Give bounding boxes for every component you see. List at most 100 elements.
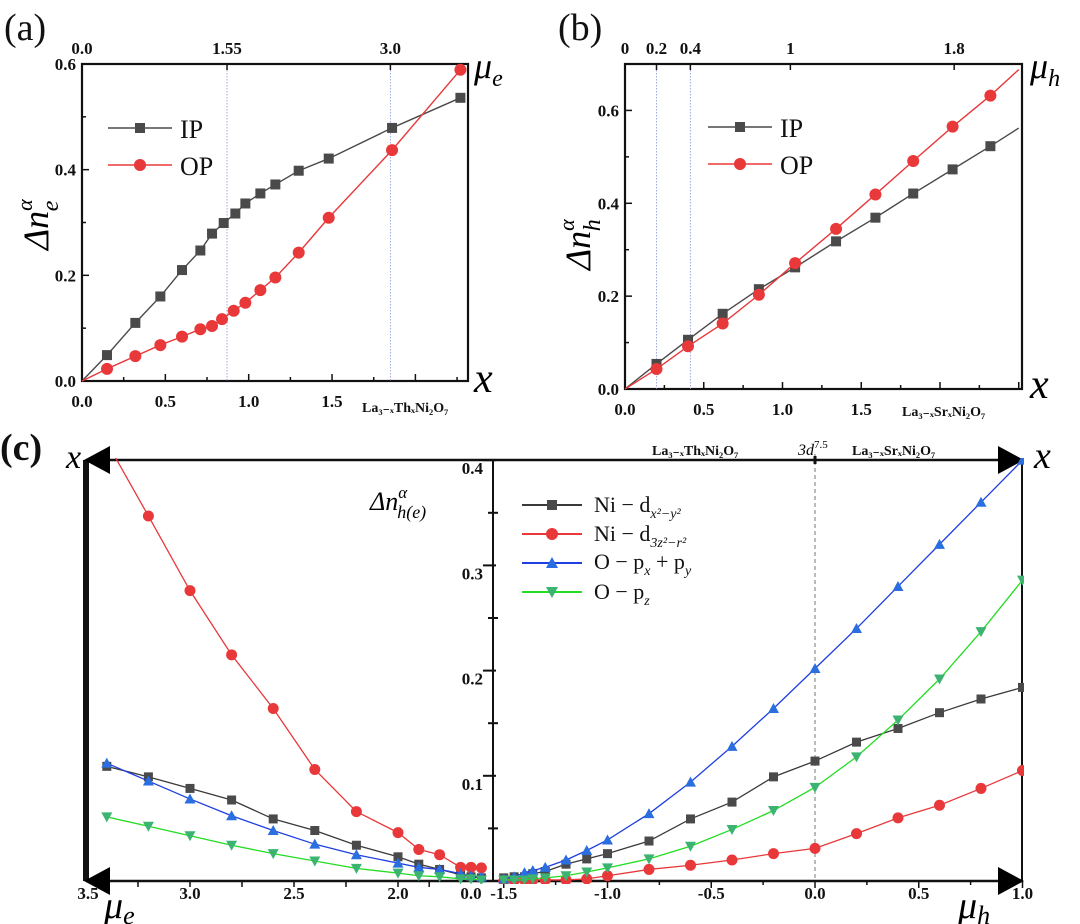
data-point-mu-e <box>434 849 446 861</box>
legend-item-OP: OP <box>108 152 213 181</box>
data-point-IP <box>947 164 958 175</box>
data-point-IP <box>195 245 206 256</box>
data-point-mu-h <box>582 854 592 864</box>
y-axis-label-c: Δnα h(e) <box>369 483 426 523</box>
data-point-IP <box>130 317 141 328</box>
y-tick-label: 0.2 <box>598 287 619 306</box>
data-point-mu-e <box>184 585 196 597</box>
data-point-mu-h <box>643 808 655 819</box>
top-tick-label: 0.2 <box>646 39 667 58</box>
panel-label-c: (c) <box>0 427 42 469</box>
legend-item-pz: O − pz <box>594 579 650 609</box>
y-tick-label: 0.4 <box>598 194 620 213</box>
data-point-OP <box>269 271 282 284</box>
data-point-mu-h <box>851 752 862 763</box>
data-point-IP <box>270 179 281 190</box>
data-point-mu-e <box>434 872 446 883</box>
data-point-OP <box>176 330 189 343</box>
data-point-mu-e <box>267 849 279 860</box>
series-line-mu-h <box>503 686 1023 879</box>
y-axis-label-b: Δnαh <box>554 219 606 272</box>
plot-frame <box>80 62 470 383</box>
x-tick-label: 1.5 <box>321 392 342 411</box>
data-point-mu-h <box>934 674 945 685</box>
series-c-2 <box>101 458 1024 884</box>
data-point-mu-e <box>455 861 467 873</box>
data-point-mu-e <box>350 849 362 860</box>
data-point-mu-h <box>527 864 539 875</box>
data-point-mu-h <box>643 854 655 865</box>
data-point-mu-e <box>267 702 279 714</box>
series-line-mu-e <box>106 765 482 879</box>
data-point-OP <box>454 63 467 76</box>
data-point-mu-e <box>268 814 278 824</box>
data-point-mu-e <box>350 863 362 874</box>
data-point-mu-e <box>392 827 404 839</box>
data-point-mu-h <box>685 859 696 871</box>
data-point-mu-h <box>685 776 696 787</box>
data-point-OP <box>789 257 802 270</box>
y-tick-label: 0.1 <box>462 775 483 794</box>
series-line-mu-e <box>106 762 482 878</box>
data-point-mu-e <box>413 861 425 872</box>
legend-marker <box>135 123 145 133</box>
top-right-x-label-c: x <box>1033 435 1051 477</box>
legend-marker <box>734 158 746 170</box>
data-point-IP <box>455 92 466 103</box>
data-point-IP <box>155 291 166 302</box>
arrow-right-icon <box>998 446 1024 474</box>
data-point-OP <box>254 284 267 297</box>
data-point-OP <box>239 296 252 309</box>
data-point-mu-h <box>1018 682 1024 692</box>
data-point-IP <box>230 208 241 219</box>
data-point-mu-h <box>809 782 821 793</box>
x-tick-label-mu-e: 0.0 <box>460 884 481 903</box>
plot-frame <box>623 62 1024 391</box>
data-point-mu-h <box>539 861 551 872</box>
arrow-right-icon <box>998 867 1024 895</box>
y-tick-label: 0.0 <box>55 372 76 391</box>
legend-item-IP: IP <box>108 115 203 144</box>
legend-marker <box>546 528 558 540</box>
x-tick-label-mu-h: -1.0 <box>594 884 621 903</box>
data-point-mu-h <box>644 836 654 846</box>
data-point-IP <box>908 188 919 199</box>
data-point-mu-h <box>851 623 862 634</box>
svg-text:Ni − dx²−y²: Ni − dx²−y² <box>594 492 681 522</box>
compound-label-b: La₃₋ₓSrₓNi₂O₇ <box>902 405 985 420</box>
series-line-mu-h <box>503 769 1023 882</box>
data-point-mu-h <box>602 834 613 845</box>
data-point-mu-e <box>101 757 113 768</box>
data-point-IP <box>683 334 693 345</box>
data-point-mu-h <box>935 708 944 718</box>
top-tick-label: 3.0 <box>380 39 401 58</box>
panel-label-b: (b) <box>558 7 602 49</box>
data-point-mu-h <box>602 870 613 882</box>
data-point-mu-e <box>350 806 362 818</box>
data-point-OP <box>206 320 219 333</box>
data-point-OP <box>216 313 229 326</box>
chart-marks: 0.0 0.5 1.0 1.50.00.20.40.60.0 1.55 3.0IPOP0.… <box>55 39 1033 903</box>
top-tick-label: 1.55 <box>212 39 242 58</box>
data-point-mu-e <box>455 874 467 884</box>
data-point-mu-e <box>393 852 403 862</box>
data-point-mu-h <box>1017 765 1024 777</box>
series-IP <box>81 92 466 382</box>
legend-item-px-py: O − px + py <box>594 549 692 579</box>
data-point-mu-h <box>809 662 821 673</box>
legend-label: OP <box>180 152 213 181</box>
data-point-IP <box>102 350 113 361</box>
data-point-OP <box>907 155 920 168</box>
data-point-mu-h <box>809 842 821 854</box>
data-point-OP <box>129 350 142 363</box>
data-point-mu-e <box>465 861 477 873</box>
panel-a: (a) Δnαe μe x La₃₋ₓThₓNi₂O₇ <box>4 7 503 416</box>
x-tick-label-mu-h: 1.0 <box>1012 884 1033 903</box>
data-point-mu-h <box>519 867 530 878</box>
series-c-0 <box>102 682 1024 883</box>
x-axis-label-mu-e: μe <box>103 885 135 924</box>
x-tick-label-mu-h: 0.5 <box>908 884 929 903</box>
x-tick-label: 0.0 <box>614 400 635 419</box>
data-point-mu-h <box>768 848 779 860</box>
x-tick-label-mu-e: 3.0 <box>179 884 200 903</box>
